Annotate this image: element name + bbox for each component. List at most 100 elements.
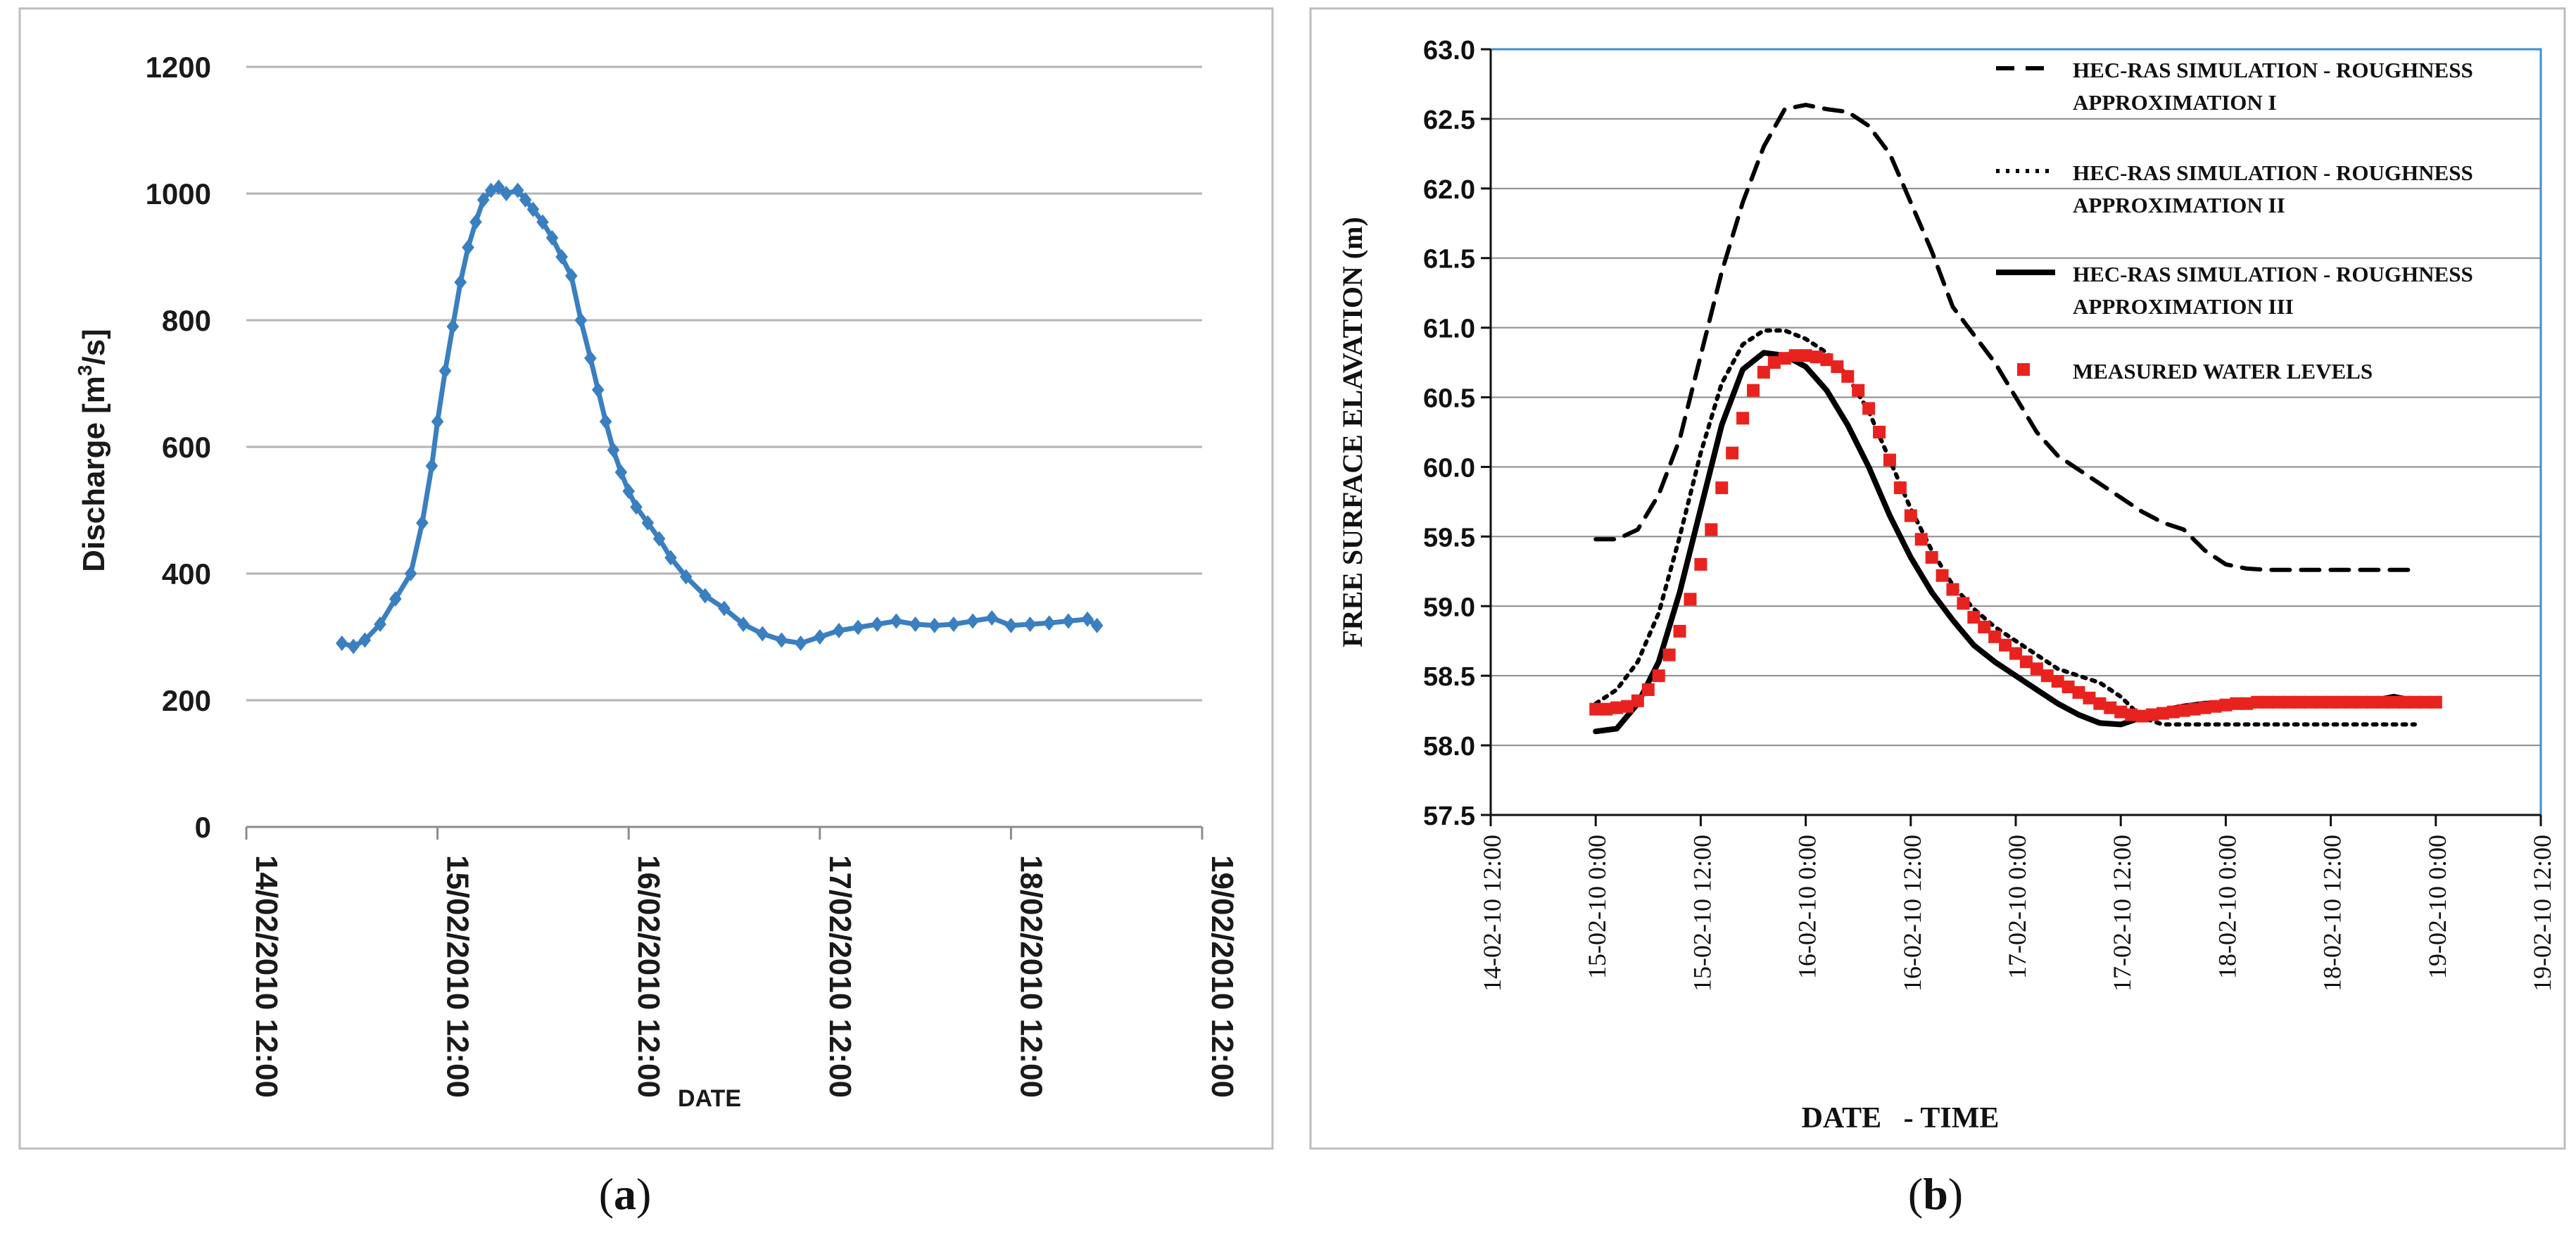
chart-b-series-line-2 — [1593, 328, 2417, 727]
chart-b-measured-point — [1641, 683, 1655, 696]
chart-a: 0 200 400 600 800 1000 1200 14/02/2010 12:00 15… — [18, 7, 1274, 1150]
chart-b-measured-point — [2209, 700, 2222, 713]
chart-a-point — [476, 192, 490, 208]
chart-a-point — [404, 566, 417, 581]
chart-b-measured-point — [1767, 356, 1781, 369]
chart-a-point — [336, 636, 348, 651]
chart-a-point — [555, 249, 568, 265]
chart-b-xtick-label: 18-02-10 12:00 — [2318, 835, 2347, 992]
chart-b-measured-point — [2335, 695, 2348, 709]
chart-b-measured-point — [2230, 697, 2243, 710]
chart-b-measured-point — [1904, 509, 1917, 522]
chart-a-point — [574, 312, 588, 328]
chart-a-point — [545, 230, 559, 246]
chart-b-legend-label: APPROXIMATION II — [2073, 193, 2285, 217]
chart-b-measured-point — [1600, 702, 1613, 716]
chart-a-ytick-label: 800 — [162, 304, 211, 337]
chart-b-measured-point — [1705, 523, 1718, 536]
chart-a-ytick-label: 1000 — [146, 177, 211, 210]
chart-a-point — [679, 569, 693, 585]
chart-b-legend-swatch — [2017, 363, 2030, 376]
chart-b-ytick-label: 58.0 — [1423, 732, 1475, 761]
chart-a-point — [622, 483, 635, 499]
chart-a-point — [462, 239, 474, 255]
chart-b-xtick-label: 19-02-10 12:00 — [2528, 835, 2556, 992]
chart-a-xtick-label: 15/02/2010 12:00 — [441, 855, 475, 1098]
chart-a-point — [775, 632, 788, 648]
chart-b-measured-point — [2177, 704, 2190, 717]
chart-b-xtick-label: 17-02-10 0:00 — [2003, 835, 2031, 979]
chart-b-legend-label: HEC-RAS SIMULATION - ROUGHNESS — [2073, 160, 2473, 185]
chart-b-measured-point — [1757, 365, 1770, 379]
chart-b-measured-point — [2251, 695, 2264, 709]
chart-a-ytick-label: 200 — [162, 684, 211, 717]
chart-a-point — [347, 638, 360, 655]
chart-b-measured-point — [1820, 353, 1833, 367]
chart-a-point — [814, 629, 826, 645]
chart-a-point — [492, 179, 505, 195]
chart-b-measured-point — [1883, 453, 1896, 467]
chart-b-measured-point — [2104, 701, 2117, 714]
chart-b-legend-label: HEC-RAS SIMULATION - ROUGHNESS — [2073, 262, 2473, 286]
chart-b-measured-point — [1652, 669, 1665, 683]
chart-b-measured-point — [2240, 697, 2254, 710]
chart-b-measured-point — [2125, 708, 2138, 721]
chart-b-measured-point — [2156, 707, 2169, 720]
chart-a-xtick-label: 18/02/2010 12:00 — [1014, 855, 1048, 1098]
chart-b-ytick-label: 63.0 — [1423, 36, 1475, 65]
chart-a-point — [1081, 611, 1094, 627]
chart-a-point — [833, 623, 845, 638]
chart-a-point — [794, 636, 807, 651]
chart-a-point — [630, 499, 643, 515]
chart-a-point — [469, 214, 482, 230]
chart-a-xtick-label: 16/02/2010 12:00 — [631, 855, 666, 1098]
chart-a-point — [526, 201, 540, 217]
chart-b-measured-point — [1925, 551, 1938, 564]
chart-b-ytick-label: 62.5 — [1423, 106, 1475, 135]
panel-label-b: (b) — [1908, 1169, 1963, 1219]
chart-a-point — [718, 600, 731, 616]
chart-b-measured-point — [2009, 647, 2022, 660]
chart-b-measured-point — [1662, 648, 1676, 662]
chart-b-ytick-label: 59.0 — [1423, 593, 1475, 622]
chart-b-measured-point — [1589, 702, 1603, 716]
chart-b-measured-point — [2261, 695, 2275, 709]
chart-b-measured-point — [2145, 708, 2159, 721]
chart-a-point — [871, 616, 884, 632]
chart-b-measured-point — [1988, 630, 2002, 643]
chart-a-point — [1023, 616, 1037, 632]
chart-b-measured-point — [2114, 705, 2128, 719]
chart-b-measured-point — [1747, 384, 1760, 397]
chart-a-point — [374, 616, 386, 632]
chart-a-point — [431, 414, 444, 429]
chart-b-measured-point — [2135, 709, 2149, 723]
chart-b-measured-point — [2093, 697, 2107, 710]
chart-b-measured-point — [2408, 695, 2421, 709]
chart-b-measured-point — [2272, 695, 2285, 709]
chart-b-measured-point — [2387, 695, 2401, 709]
chart-a-ytick-label: 0 — [195, 811, 211, 844]
chart-a-point — [446, 319, 460, 334]
chart-b-legend-label: MEASURED WATER LEVELS — [2073, 359, 2373, 384]
chart-b-ytick-label: 58.5 — [1423, 662, 1475, 692]
chart-b-xtick-label: 15-02-10 0:00 — [1583, 835, 1611, 979]
chart-b-measured-point — [1946, 583, 1959, 596]
chart-b-measured-point — [1620, 700, 1634, 713]
chart-a-xtick-label: 17/02/2010 12:00 — [823, 855, 857, 1098]
chart-b-measured-point — [2062, 681, 2075, 694]
chart-b-xlabel: DATE - TIME — [1802, 1102, 2000, 1134]
chart-a-point — [1090, 617, 1104, 633]
chart-b-measured-point — [2292, 695, 2306, 709]
chart-b-measured-point — [2429, 695, 2442, 709]
chart-b-measured-point — [2377, 695, 2390, 709]
chart-b-measured-point — [2345, 695, 2359, 709]
chart-b-measured-point — [1684, 593, 1697, 606]
chart-a-point — [1062, 613, 1075, 629]
chart-b-measured-point — [2040, 669, 2054, 683]
chart-b-measured-point — [2398, 695, 2411, 709]
chart-b-ytick-label: 59.5 — [1423, 523, 1475, 552]
chart-b-measured-point — [1631, 694, 1644, 707]
chart-b-measured-point — [2313, 695, 2327, 709]
chart-b-measured-point — [2072, 685, 2085, 699]
chart-b-measured-point — [2356, 695, 2369, 709]
